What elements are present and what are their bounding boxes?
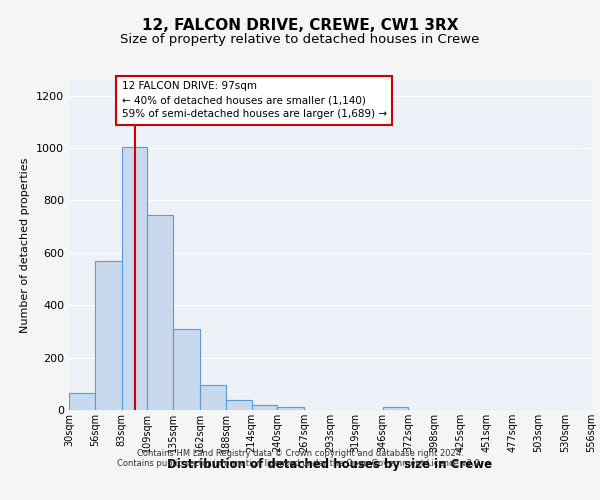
Text: Size of property relative to detached houses in Crewe: Size of property relative to detached ho… bbox=[121, 32, 479, 46]
Y-axis label: Number of detached properties: Number of detached properties bbox=[20, 158, 31, 332]
Bar bbox=[226, 400, 251, 410]
Bar bbox=[251, 405, 277, 410]
Bar bbox=[277, 408, 304, 410]
Bar bbox=[383, 408, 409, 410]
Text: 12 FALCON DRIVE: 97sqm
← 40% of detached houses are smaller (1,140)
59% of semi-: 12 FALCON DRIVE: 97sqm ← 40% of detached… bbox=[122, 82, 387, 120]
Bar bbox=[148, 215, 173, 410]
Bar bbox=[122, 147, 148, 410]
Text: Contains public sector information licensed under the Open Government Licence v3: Contains public sector information licen… bbox=[118, 458, 482, 468]
Text: 12, FALCON DRIVE, CREWE, CW1 3RX: 12, FALCON DRIVE, CREWE, CW1 3RX bbox=[142, 18, 458, 32]
Text: Contains HM Land Registry data © Crown copyright and database right 2024.: Contains HM Land Registry data © Crown c… bbox=[137, 448, 463, 458]
X-axis label: Distribution of detached houses by size in Crewe: Distribution of detached houses by size … bbox=[167, 458, 493, 470]
Bar bbox=[95, 260, 122, 410]
Bar bbox=[69, 393, 95, 410]
Bar bbox=[173, 329, 200, 410]
Bar bbox=[200, 385, 226, 410]
